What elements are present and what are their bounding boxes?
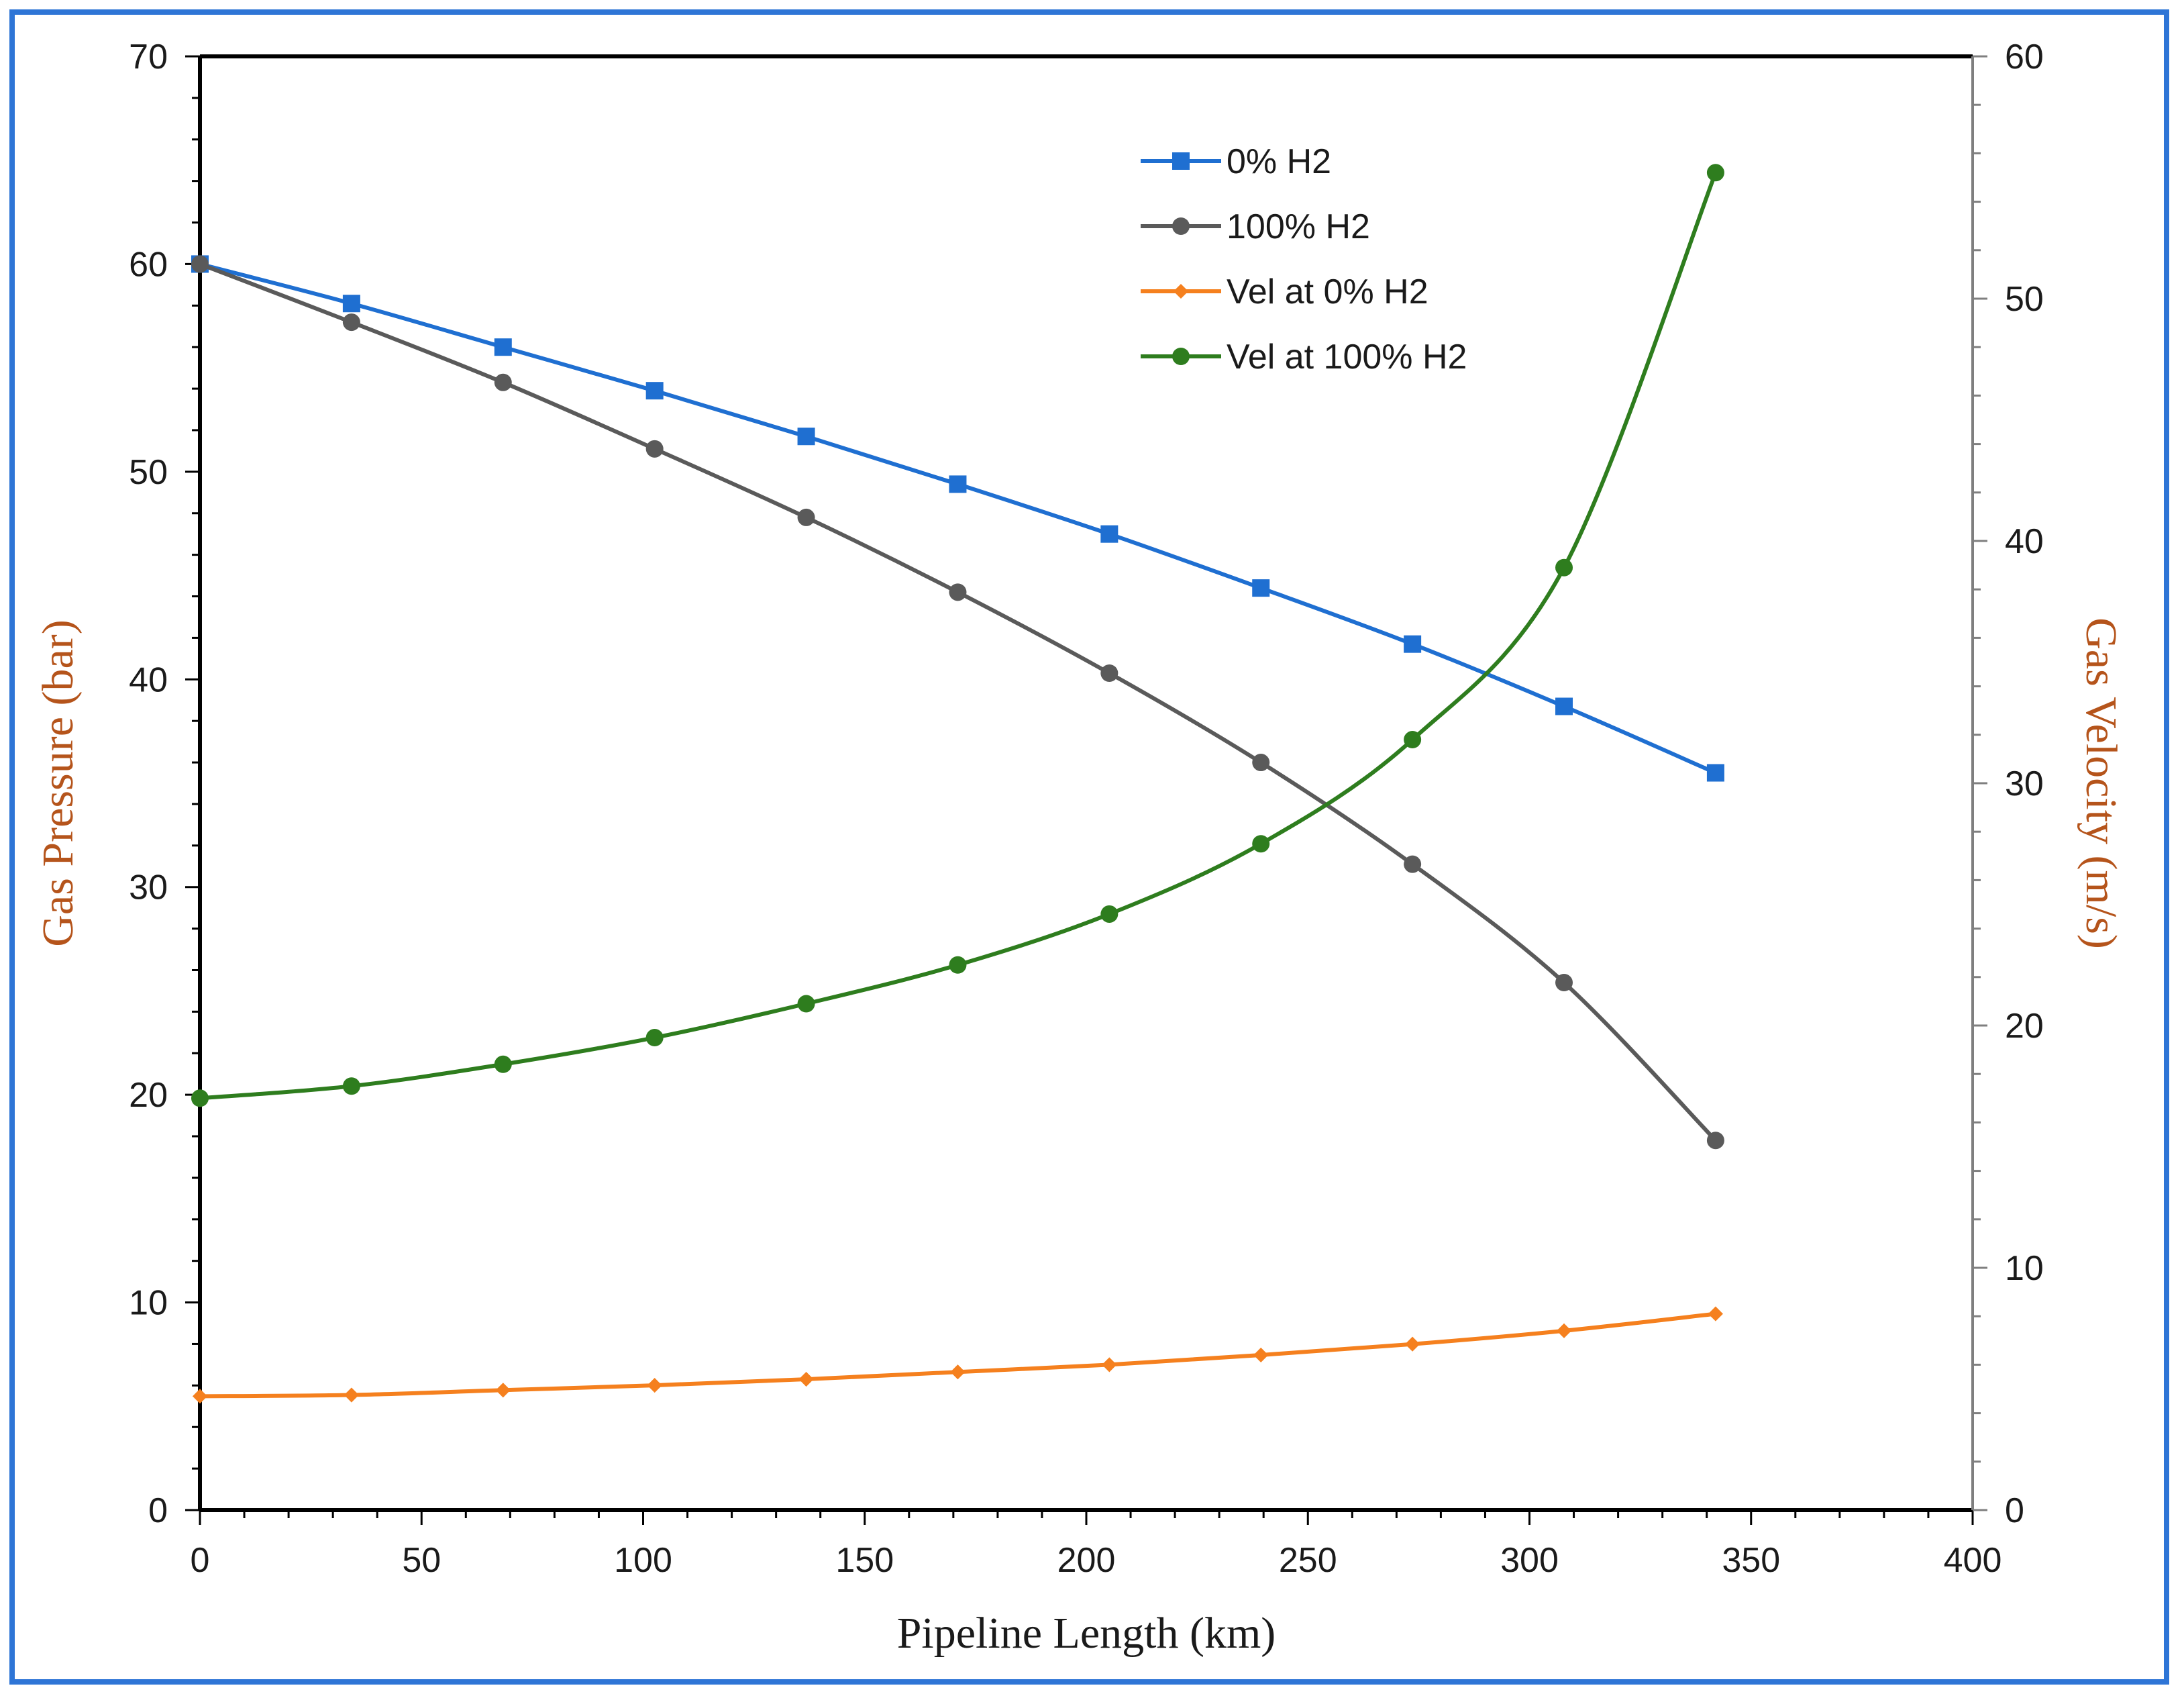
series-vel-at-0pct-h2 [192, 1306, 1723, 1404]
data-point [1404, 855, 1422, 873]
y-tick-label: 20 [129, 1076, 168, 1115]
data-point [344, 1387, 359, 1403]
y2-tick-label: 10 [2005, 1249, 2044, 1288]
legend-item: 0% H2 [1141, 142, 1331, 181]
y2-tick-label: 60 [2005, 38, 2044, 77]
y-tick-label: 50 [129, 453, 168, 492]
data-point [192, 1389, 208, 1404]
data-point [797, 995, 815, 1013]
x-tick-label: 150 [835, 1541, 894, 1580]
legend-label: Vel at 100% H2 [1227, 338, 1467, 377]
data-point [1405, 1336, 1420, 1352]
legend-marker [1172, 217, 1190, 235]
data-point [342, 313, 360, 332]
data-point [191, 255, 209, 273]
legend-marker [1172, 348, 1190, 365]
data-point [1404, 731, 1422, 749]
data-point [342, 295, 360, 313]
y2-tick-label: 0 [2005, 1491, 2024, 1530]
data-point [1555, 558, 1573, 577]
data-point [797, 508, 815, 526]
y-tick-label: 70 [129, 38, 168, 77]
series-layer [191, 164, 1724, 1404]
legend-label: 0% H2 [1227, 142, 1331, 181]
legend-marker [1173, 283, 1189, 299]
data-point [645, 1029, 664, 1047]
y-tick-label: 30 [129, 868, 168, 907]
data-point [1706, 1132, 1724, 1150]
series-vel-at-100pct-h2 [191, 164, 1724, 1107]
y2-tick-label: 40 [2005, 522, 2044, 561]
y2-tick-label: 20 [2005, 1007, 2044, 1046]
data-point [494, 338, 512, 356]
legend-marker [1172, 152, 1190, 170]
data-point [1102, 1357, 1117, 1372]
data-point [1706, 764, 1724, 782]
data-point [1252, 835, 1270, 853]
ticks: 0 50 100 150 200 250 300 350 4000102030405060700… [129, 38, 2044, 1580]
x-tick-label: 100 [614, 1541, 672, 1580]
y-tick-label: 40 [129, 660, 168, 699]
data-point [1252, 754, 1270, 772]
data-point [1100, 664, 1119, 683]
data-point [1404, 635, 1422, 653]
figure-frame [9, 9, 2169, 1685]
series-0pct-h2 [191, 255, 1724, 782]
data-point [1556, 1323, 1572, 1338]
y2-axis-title: Gas Velocity (m/s) [2077, 617, 2126, 949]
data-point [1100, 525, 1119, 543]
data-point [1100, 905, 1119, 923]
legend-label: 100% H2 [1227, 207, 1370, 246]
legend: 0% H2 100% H2 Vel at 0% H2 Vel at 100% H2 [1141, 142, 1467, 377]
data-point [645, 440, 664, 458]
x-tick-label: 0 [191, 1541, 210, 1580]
y2-tick-label: 50 [2005, 280, 2044, 319]
data-point [494, 373, 512, 391]
data-point [342, 1077, 360, 1095]
x-tick-label: 350 [1722, 1541, 1780, 1580]
y-tick-label: 60 [129, 245, 168, 284]
y-tick-label: 10 [129, 1284, 168, 1323]
data-point [1555, 974, 1573, 992]
data-point [494, 1055, 512, 1073]
legend-item: 100% H2 [1141, 207, 1370, 246]
data-point [1253, 1347, 1269, 1363]
x-tick-label: 400 [1944, 1541, 2002, 1580]
data-point [1706, 164, 1724, 182]
data-point [1555, 697, 1573, 715]
data-point [797, 428, 815, 446]
x-tick-label: 300 [1500, 1541, 1559, 1580]
y2-tick-label: 30 [2005, 764, 2044, 803]
data-point [950, 1364, 966, 1380]
legend-item: Vel at 100% H2 [1141, 338, 1467, 377]
series-line [199, 1311, 1716, 1399]
x-tick-label: 250 [1279, 1541, 1337, 1580]
data-point [949, 475, 967, 493]
legend-item: Vel at 0% H2 [1141, 272, 1428, 311]
x-tick-label: 200 [1057, 1541, 1116, 1580]
data-point [647, 1378, 662, 1393]
series-100pct-h2 [191, 255, 1724, 1150]
y-axis-title: Gas Pressure (bar) [34, 619, 83, 947]
legend-label: Vel at 0% H2 [1227, 272, 1428, 311]
x-axis-title: Pipeline Length (km) [897, 1609, 1276, 1658]
data-point [798, 1372, 814, 1387]
data-point [1252, 579, 1270, 597]
plot-area [198, 54, 1974, 1512]
x-tick-label: 50 [402, 1541, 441, 1580]
data-point [495, 1383, 511, 1398]
series-line [199, 172, 1718, 1101]
data-point [949, 956, 967, 974]
data-point [645, 382, 664, 400]
series-line [199, 262, 1717, 775]
series-line [199, 262, 1718, 1142]
data-point [949, 583, 967, 601]
data-point [191, 1089, 209, 1107]
data-point [1708, 1306, 1723, 1321]
y-tick-label: 0 [148, 1491, 168, 1530]
